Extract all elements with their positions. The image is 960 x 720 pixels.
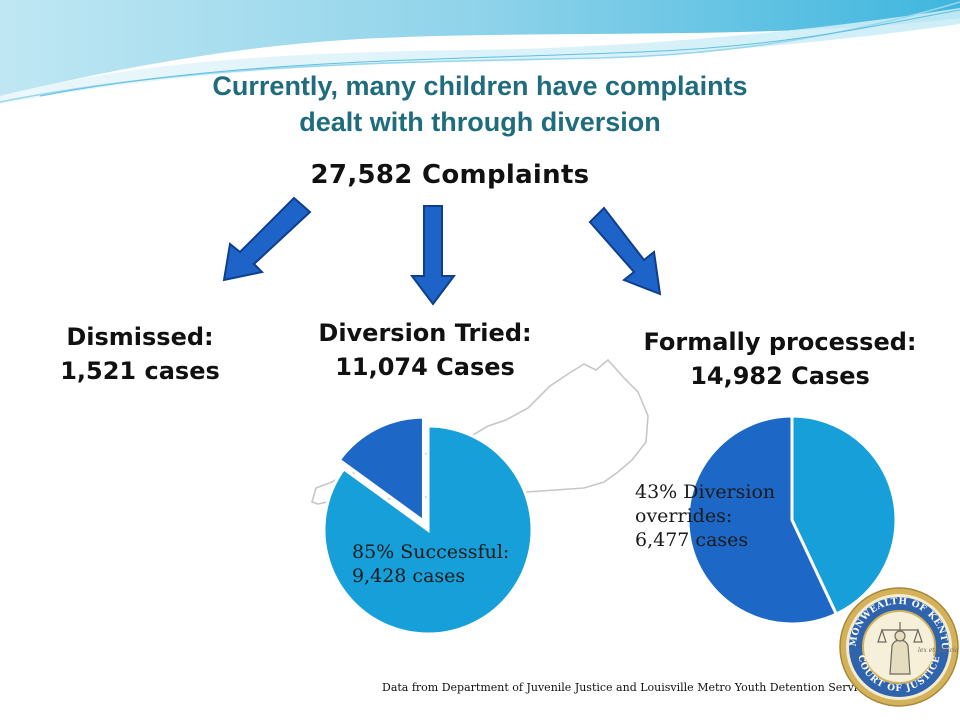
title-line-2: dealt with through diversion: [299, 107, 661, 137]
override-note-line-3: 6,477 cases: [635, 529, 749, 551]
court-seal-icon: COMMONWEALTH OF KENTUCKY COURT OF JUSTIC…: [838, 586, 959, 707]
down-right-arrow-icon: [588, 206, 662, 296]
formal-count: 14,982 Cases: [690, 362, 870, 390]
override-note-line-1: 43% Diversion: [635, 481, 776, 503]
title-line-1: Currently, many children have complaints: [212, 71, 748, 101]
header-wave-decoration: [0, 0, 960, 104]
pie-slice-0: [322, 424, 534, 636]
diversion-title: Diversion Tried:: [318, 319, 532, 347]
diversion-pie-chart: [322, 418, 534, 636]
seal-motto: lex et justicia: [918, 647, 959, 654]
dismissed-title: Dismissed:: [66, 323, 214, 351]
formal-pie-chart: [686, 414, 898, 626]
down-left-arrow-icon: [222, 196, 312, 282]
success-note-line-2: 9,428 cases: [352, 565, 466, 587]
success-note-line-1: 85% Successful:: [352, 541, 510, 563]
diversion-label: Diversion Tried: 11,074 Cases: [300, 316, 550, 384]
source-note: Data from Department of Juvenile Justice…: [382, 681, 876, 694]
pie-slice-1: [686, 414, 839, 626]
diversion-count: 11,074 Cases: [335, 353, 515, 381]
down-arrow-icon: [410, 205, 456, 306]
total-complaints: 27,582 Complaints: [310, 160, 590, 190]
pie-slice-1: [337, 418, 425, 525]
formal-title: Formally processed:: [643, 328, 917, 356]
override-note-line-2: overrides:: [635, 505, 733, 527]
formal-label: Formally processed: 14,982 Cases: [620, 325, 940, 393]
pie-slice-0: [790, 414, 898, 617]
dismissed-label: Dismissed: 1,521 cases: [40, 320, 240, 388]
success-note: 85% Successful: 9,428 cases: [352, 540, 509, 588]
override-note: 43% Diversion overrides: 6,477 cases: [635, 480, 775, 552]
dismissed-count: 1,521 cases: [60, 357, 220, 385]
slide-title: Currently, many children have complaints…: [120, 68, 840, 140]
